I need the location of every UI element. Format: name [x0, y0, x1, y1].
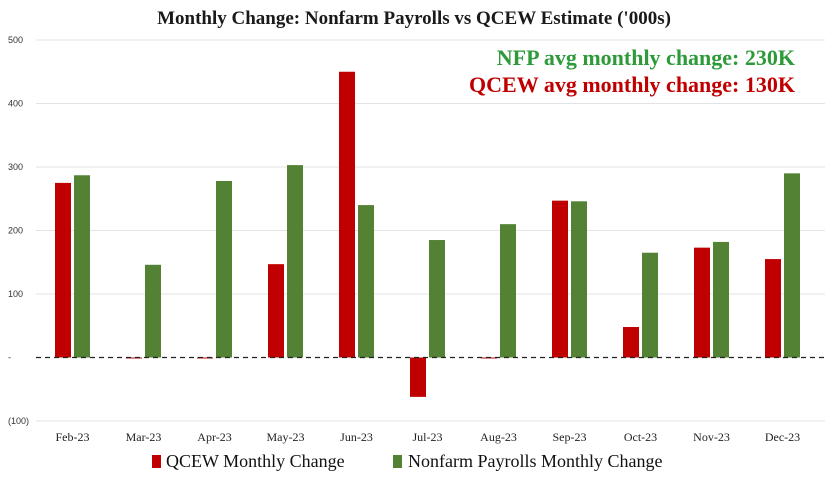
- qcew-bar-may-23: [268, 264, 284, 358]
- x-tick-label: Jun-23: [340, 430, 373, 444]
- y-axis-ticks: (100) - 100 200 300 400 500: [8, 35, 29, 426]
- qcew-bar-dec-23: [765, 259, 781, 358]
- qcew-bar-nov-23: [694, 247, 710, 358]
- nfp-bar-aug-23: [500, 224, 516, 358]
- y-tick-label: 200: [8, 226, 23, 236]
- nfp-bar-apr-23: [216, 180, 232, 358]
- legend: QCEW Monthly Change Nonfarm Payrolls Mon…: [152, 451, 662, 471]
- chart-title: Monthly Change: Nonfarm Payrolls vs QCEW…: [157, 8, 671, 29]
- x-tick-label: Feb-23: [56, 430, 90, 444]
- nfp-bar-may-23: [287, 165, 303, 358]
- legend-label-qcew: QCEW Monthly Change: [166, 451, 345, 471]
- y-tick-label: 300: [8, 162, 23, 172]
- nfp-bar-oct-23: [642, 252, 658, 358]
- x-tick-label: Sep-23: [553, 430, 587, 444]
- bars: [55, 71, 800, 397]
- nfp-bar-mar-23: [145, 264, 161, 358]
- x-tick-label: Oct-23: [624, 430, 657, 444]
- y-tick-label: 400: [8, 99, 23, 109]
- qcew-bar-jun-23: [339, 71, 355, 358]
- legend-label-nfp: Nonfarm Payrolls Monthly Change: [408, 451, 662, 471]
- nfp-bar-feb-23: [74, 175, 90, 358]
- qcew-bar-feb-23: [55, 182, 71, 358]
- grid-lines: [36, 39, 825, 422]
- x-tick-label: Nov-23: [693, 430, 730, 444]
- qcew-bar-apr-23: [197, 357, 213, 359]
- x-tick-label: Aug-23: [480, 430, 517, 444]
- nfp-bar-sep-23: [571, 201, 587, 358]
- annotation-nfp-avg: NFP avg monthly change: 230K: [497, 45, 795, 70]
- y-tick-label: 500: [8, 35, 23, 45]
- nfp-bar-jul-23: [429, 240, 445, 358]
- x-tick-label: Mar-23: [126, 430, 162, 444]
- qcew-bar-mar-23: [126, 357, 142, 359]
- x-axis-ticks: Feb-23 Mar-23 Apr-23 May-23 Jun-23 Jul-23 Aug-…: [56, 430, 801, 444]
- x-tick-label: Jul-23: [413, 430, 443, 444]
- y-tick-label: (100): [8, 416, 29, 426]
- y-tick-label: -: [8, 353, 11, 363]
- nfp-bar-jun-23: [358, 205, 374, 358]
- nfp-bar-dec-23: [784, 173, 800, 358]
- legend-swatch-nfp: [393, 455, 402, 468]
- qcew-bar-oct-23: [623, 327, 639, 358]
- annotation-qcew-avg: QCEW avg monthly change: 130K: [469, 72, 795, 97]
- x-tick-label: Apr-23: [197, 430, 231, 444]
- qcew-bar-jul-23: [410, 357, 426, 397]
- legend-swatch-qcew: [152, 455, 161, 468]
- nfp-bar-nov-23: [713, 241, 729, 358]
- x-tick-label: May-23: [267, 430, 305, 444]
- x-tick-label: Dec-23: [765, 430, 800, 444]
- y-tick-label: 100: [8, 289, 23, 299]
- qcew-bar-sep-23: [552, 200, 568, 358]
